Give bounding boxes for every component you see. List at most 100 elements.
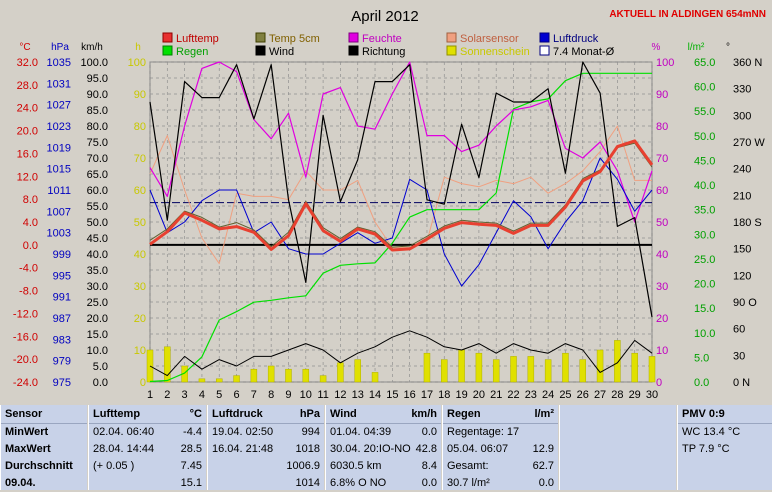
wind-extra-value: 0.0 [421, 477, 437, 489]
wind-tick: 35.0 [87, 265, 108, 277]
rain-tick: 60.0 [694, 82, 715, 94]
sun-tick: 0 [140, 377, 146, 389]
wind-line [149, 330, 653, 377]
sunshine-bar [596, 349, 604, 383]
rain-tick: 55.0 [694, 106, 715, 118]
sunshine-bar [267, 365, 275, 383]
direction-tick: 0 N [733, 377, 750, 389]
legend-label-2: Feuchte [362, 33, 402, 45]
lufttemp-extra-value: 15.1 [180, 477, 202, 489]
legend-label-6: Wind [269, 46, 294, 58]
wind-tick: 60.0 [87, 185, 108, 197]
direction-tick: 330 [733, 84, 751, 96]
sensor-row-extra: 09.04. [5, 477, 36, 489]
regen-total-label: Gesamt: [447, 460, 489, 472]
pressure-tick: 987 [53, 313, 71, 325]
sun-tick: 30 [134, 281, 146, 293]
sun-tick: 60 [134, 185, 146, 197]
humidity-tick: 20 [656, 313, 668, 325]
pmv-dewpoint: TP 7.9 °C [682, 443, 730, 455]
sunshine-bar [614, 340, 621, 383]
legend-swatch-8 [446, 45, 457, 56]
temp-tick: -12.0 [13, 308, 38, 320]
wind-tick: 30.0 [87, 281, 108, 293]
pressure-tick: 983 [53, 334, 71, 346]
temp-tick: 0.0 [23, 240, 38, 252]
rain-tick: 10.0 [694, 328, 715, 340]
temp-tick: -24.0 [13, 377, 38, 389]
station-note: AKTUELL IN ALDINGEN 654mNN [609, 9, 766, 20]
pressure-tick: 1011 [47, 185, 71, 197]
rain-tick: 45.0 [694, 155, 715, 167]
sunshine-bar [233, 375, 240, 383]
x-tick-label: 30 [646, 389, 658, 400]
sensor-row-avg: Durchschnitt [5, 460, 73, 472]
x-tick-label: 4 [199, 389, 205, 400]
sensor-row-min: MinWert [5, 426, 49, 438]
x-tick-label: 26 [577, 389, 589, 400]
direction-tick: 180 S [733, 217, 762, 229]
legend-label-3: Solarsensor [460, 33, 519, 45]
direction-tick: 210 [733, 190, 751, 202]
rain-tick: 40.0 [694, 180, 715, 192]
humidity-tick: 30 [656, 281, 668, 293]
temp-tick: 12.0 [17, 171, 38, 183]
sunshine-bar [510, 356, 517, 383]
luftdruck-header: Luftdruck [212, 408, 263, 420]
luftdruck-extra-value: 1014 [295, 477, 320, 489]
sensor-header: Sensor [1, 405, 87, 424]
pressure-unit: hPa [51, 42, 69, 53]
wind-min-value: 0.0 [421, 426, 437, 438]
legend-label-8: Sonnenschein [460, 46, 530, 58]
stats-empty-col [559, 405, 676, 490]
pressure-tick: 1015 [47, 164, 71, 176]
sunshine-bar [319, 375, 327, 383]
x-tick-label: 19 [455, 389, 467, 400]
pressure-tick: 991 [53, 292, 71, 304]
legend-swatch-0 [162, 32, 173, 43]
regen-max-value: 12.9 [532, 443, 554, 455]
pressure-tick: 1031 [47, 78, 71, 90]
lufttemp-max-value: 28.5 [180, 443, 202, 455]
luftdruck-min-time: 19.04. 02:50 [212, 426, 274, 438]
wind-tick: 0.0 [93, 377, 108, 389]
wind-tick: 5.0 [93, 361, 108, 373]
x-tick-label: 8 [268, 389, 274, 400]
humidity-tick: 90 [656, 89, 668, 101]
sunshine-bar [544, 359, 552, 383]
direction-tick: 60 [733, 324, 745, 336]
rain-tick: 50.0 [694, 131, 715, 143]
sunshine-bar [302, 368, 310, 383]
x-tick-label: 10 [300, 389, 312, 400]
direction-tick: 150 [733, 244, 751, 256]
legend-label-0: Lufttemp [176, 33, 219, 45]
x-tick-label: 23 [525, 389, 537, 400]
x-tick-label: 2 [164, 389, 170, 400]
luftdruck-max-value: 1018 [295, 443, 320, 455]
humidity-tick: 0 [656, 377, 662, 389]
humidity-tick: 60 [656, 185, 668, 197]
x-tick-label: 9 [285, 389, 291, 400]
direction-tick: 240 [733, 164, 751, 176]
pmv-header: PMV 0:9 [678, 405, 772, 424]
wind-tick: 10.0 [87, 345, 108, 357]
regen-header: Regen [447, 408, 481, 420]
rain-tick: 0.0 [694, 377, 709, 389]
sunshine-bar [285, 368, 292, 383]
sun-tick: 20 [134, 313, 146, 325]
regen-max-time: 05.04. 06:07 [447, 443, 509, 455]
x-tick-label: 27 [594, 389, 606, 400]
sunshine-bar [423, 352, 431, 383]
wind-max-time: 30.04. 20:IO-NO [330, 443, 411, 455]
sunshine-bar [579, 359, 587, 383]
sunshine-bar [215, 378, 223, 383]
temp-unit: °C [19, 42, 30, 53]
wind-tick: 90.0 [87, 89, 108, 101]
temp-tick: -8.0 [19, 286, 38, 298]
humidity-tick: 40 [656, 249, 668, 261]
direction-line [149, 61, 653, 318]
rain-tick: 25.0 [694, 254, 715, 266]
lufttemp-unit: °C [189, 408, 202, 420]
legend-label-5: Regen [176, 46, 208, 58]
legend-swatch-2 [348, 32, 359, 43]
